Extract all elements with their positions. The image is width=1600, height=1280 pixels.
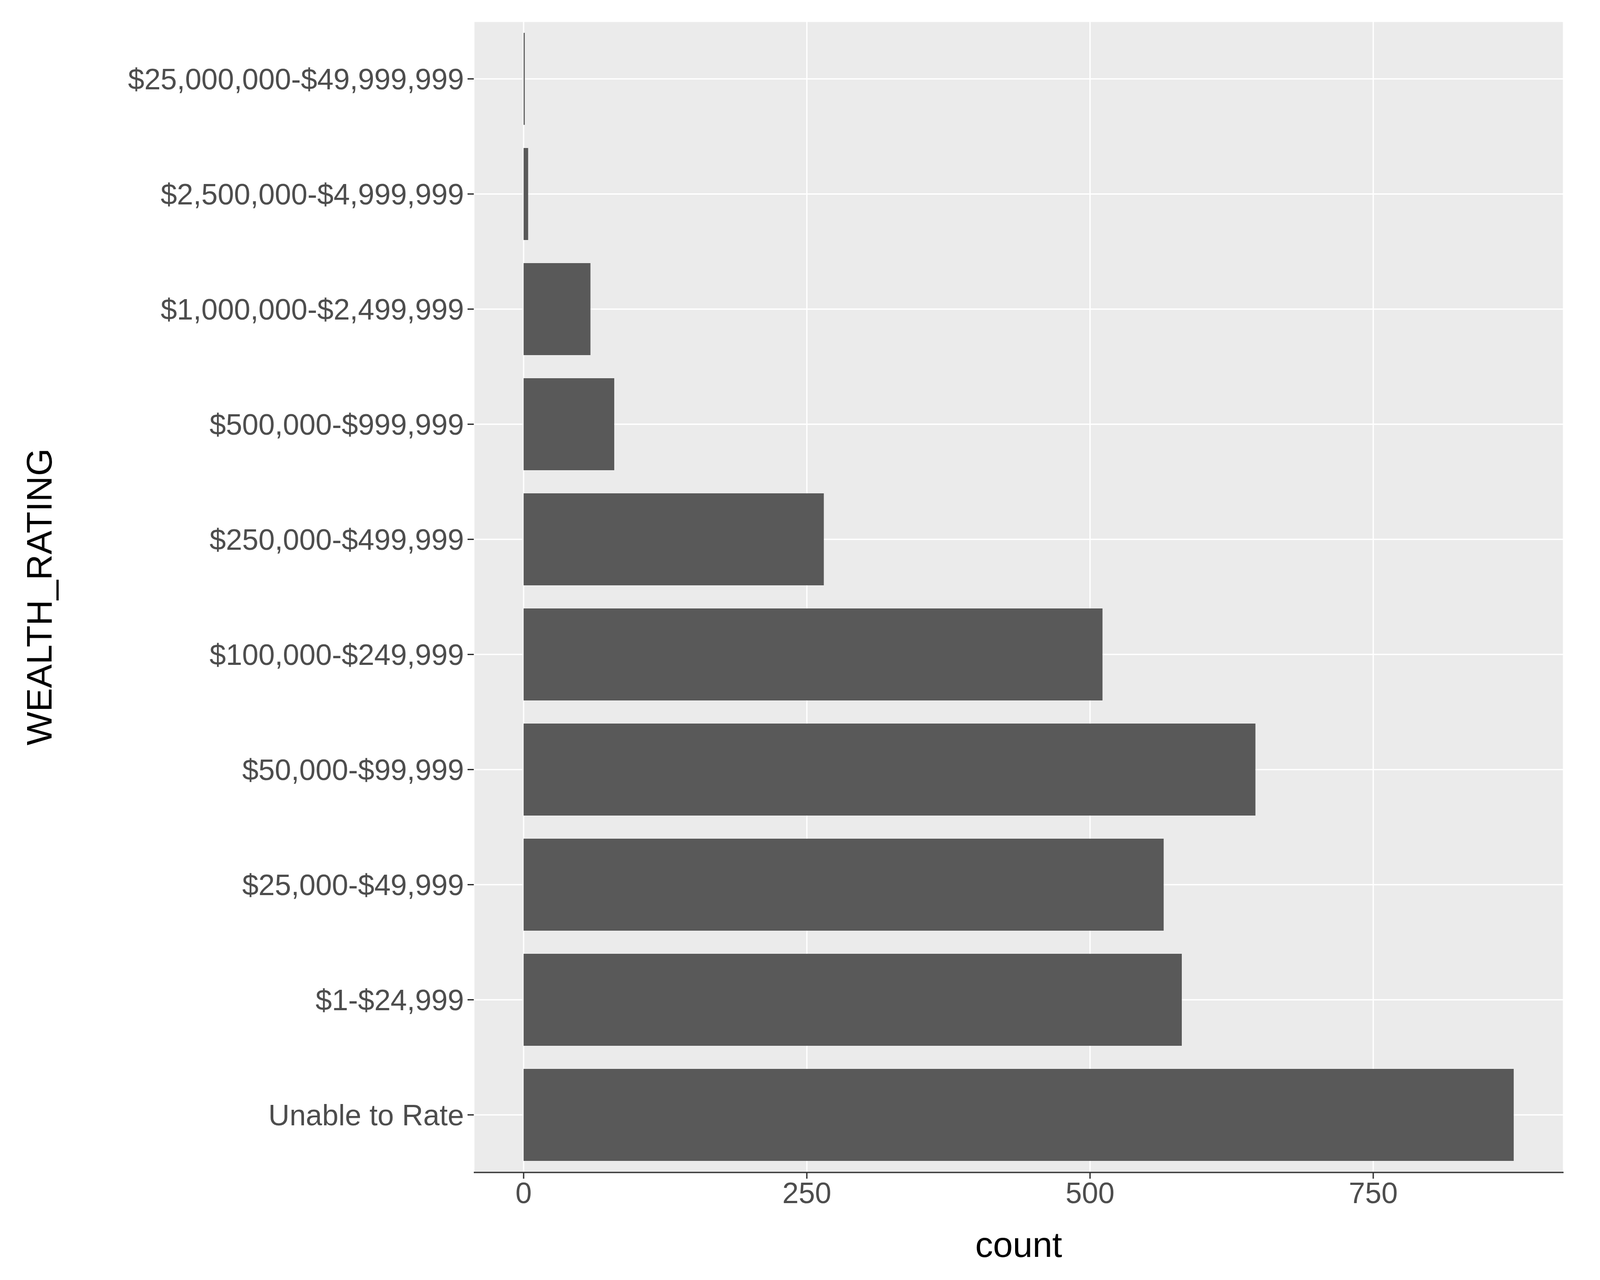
svg-text:$2,500,000-$4,999,999: $2,500,000-$4,999,999 <box>160 177 464 211</box>
svg-text:0: 0 <box>515 1176 532 1210</box>
svg-text:WEALTH_RATING: WEALTH_RATING <box>19 448 60 746</box>
svg-text:750: 750 <box>1348 1176 1398 1210</box>
svg-text:$500,000-$999,999: $500,000-$999,999 <box>209 408 464 441</box>
svg-text:250: 250 <box>782 1176 832 1210</box>
svg-text:count: count <box>975 1224 1063 1265</box>
svg-text:$25,000,000-$49,999,999: $25,000,000-$49,999,999 <box>128 62 464 96</box>
svg-text:$250,000-$499,999: $250,000-$499,999 <box>209 523 464 556</box>
svg-text:$50,000-$99,999: $50,000-$99,999 <box>242 753 464 787</box>
svg-text:$100,000-$249,999: $100,000-$249,999 <box>209 638 464 672</box>
svg-text:500: 500 <box>1065 1176 1115 1210</box>
svg-text:$1-$24,999: $1-$24,999 <box>315 983 464 1017</box>
svg-text:Unable to Rate: Unable to Rate <box>268 1098 464 1132</box>
svg-text:$1,000,000-$2,499,999: $1,000,000-$2,499,999 <box>160 292 464 326</box>
svg-text:$25,000-$49,999: $25,000-$49,999 <box>242 868 464 902</box>
